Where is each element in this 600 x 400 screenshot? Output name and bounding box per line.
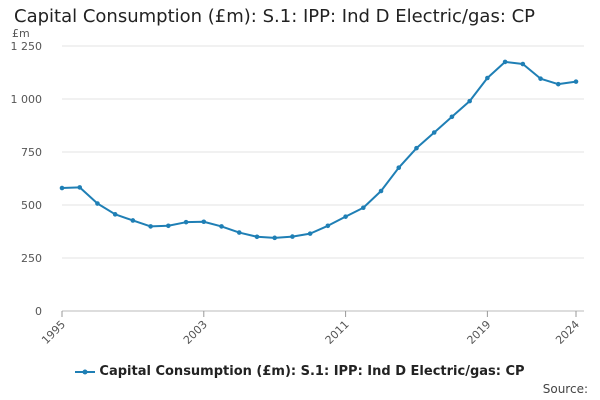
data-point[interactable] (130, 218, 136, 223)
series-group (59, 59, 579, 241)
y-tick-label: 1 000 (11, 93, 43, 106)
data-point[interactable] (520, 61, 526, 67)
data-point[interactable] (272, 235, 277, 241)
x-tick-label: 1995 (39, 318, 68, 347)
data-point[interactable] (449, 114, 455, 120)
series-line (61, 60, 577, 239)
y-axis: 0 250 500 750 1 000 1 250 (11, 40, 43, 318)
y-tick-label: 250 (21, 252, 42, 265)
data-point[interactable] (555, 81, 561, 87)
data-point[interactable] (414, 145, 419, 151)
x-tick-label: 2003 (181, 318, 210, 347)
x-tick-label: 2011 (323, 318, 352, 347)
gridlines (62, 45, 584, 312)
data-point[interactable] (290, 234, 295, 239)
y-tick-label: 750 (21, 146, 42, 159)
x-tick-label: 2024 (553, 318, 582, 347)
data-point[interactable] (77, 185, 83, 190)
data-point[interactable] (502, 59, 508, 65)
data-point[interactable] (378, 188, 384, 194)
chart-title: Capital Consumption (£m): S.1: IPP: Ind … (14, 6, 536, 27)
legend-marker-icon (75, 369, 96, 374)
data-point[interactable] (325, 223, 331, 229)
data-point[interactable] (467, 98, 472, 104)
data-point[interactable] (431, 130, 437, 135)
data-point[interactable] (361, 205, 366, 211)
source-label: Source: (542, 382, 588, 396)
data-point[interactable] (307, 231, 313, 236)
y-tick-label: 1 250 (11, 40, 43, 53)
data-point[interactable] (148, 224, 153, 229)
legend[interactable]: Capital Consumption (£m): S.1: IPP: Ind … (0, 364, 600, 379)
data-point[interactable] (95, 201, 100, 206)
x-tick-label: 2019 (465, 318, 494, 347)
x-axis: 1995 2003 2011 2019 2024 (39, 311, 582, 347)
data-point[interactable] (166, 223, 171, 229)
y-tick-label: 500 (21, 199, 42, 212)
data-point[interactable] (343, 214, 348, 219)
data-point[interactable] (254, 234, 260, 240)
data-point[interactable] (236, 230, 242, 235)
data-point[interactable] (485, 75, 490, 81)
data-point[interactable] (219, 224, 224, 229)
data-point[interactable] (201, 219, 207, 225)
legend-label: Capital Consumption (£m): S.1: IPP: Ind … (99, 364, 525, 379)
data-point[interactable] (538, 76, 543, 81)
data-point[interactable] (396, 165, 402, 170)
data-point[interactable] (573, 79, 579, 84)
data-point[interactable] (183, 219, 189, 225)
y-axis-unit-label: £m (12, 27, 30, 40)
data-point[interactable] (112, 212, 118, 217)
y-tick-label: 0 (35, 305, 42, 318)
data-point[interactable] (59, 185, 65, 191)
